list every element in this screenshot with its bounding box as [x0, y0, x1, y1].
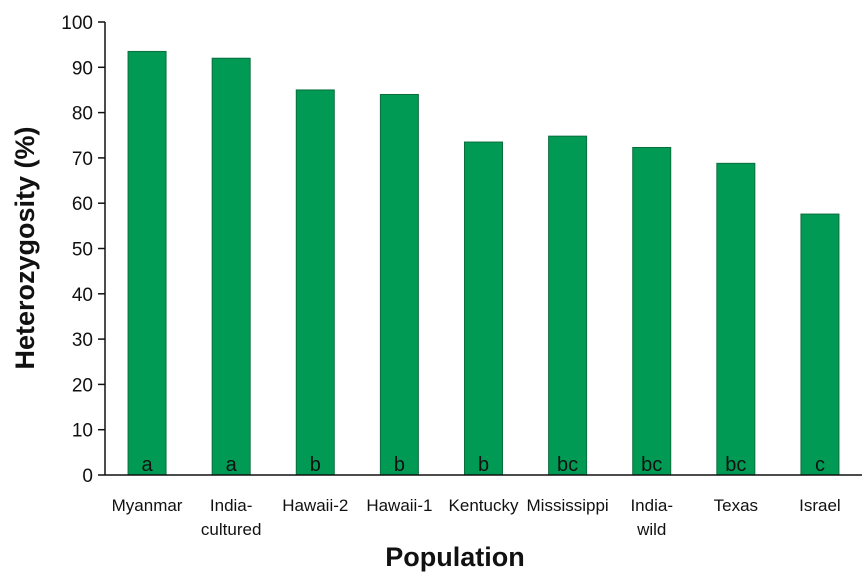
bar — [800, 213, 840, 476]
x-tick-label: Kentucky — [449, 496, 519, 515]
bar-group-letter: bc — [641, 454, 662, 476]
bar — [295, 89, 335, 476]
y-tick-label: 90 — [72, 58, 93, 79]
x-tick-label: Israel — [799, 496, 841, 515]
x-tick-label: Hawaii-1 — [366, 496, 432, 515]
y-tick-label: 40 — [72, 285, 93, 306]
bar — [379, 93, 419, 476]
x-axis-title: Population — [385, 542, 524, 572]
bar-group-letter: b — [394, 454, 405, 476]
y-tick-label: 50 — [72, 240, 93, 261]
bar-group-letter: b — [478, 454, 489, 476]
y-tick-label: 20 — [72, 375, 93, 396]
x-tick-label: Myanmar — [112, 496, 183, 515]
y-tick-label: 80 — [72, 104, 93, 125]
y-tick-label: 0 — [82, 466, 93, 487]
x-axis: Myanmar India-cultured Hawaii-2 Hawaii-1 Ken… — [105, 474, 862, 539]
bar — [548, 135, 588, 476]
bar — [211, 57, 251, 476]
y-axis: 0 10 20 30 40 50 60 70 80 90 100 — [61, 13, 106, 487]
bar-group-letter: bc — [725, 454, 746, 476]
bar — [632, 146, 672, 476]
bar-group-letter: a — [141, 454, 153, 476]
x-tick-label: India-cultured — [201, 496, 261, 539]
y-tick-label: 10 — [72, 421, 93, 442]
x-tick-label: Mississippi — [527, 496, 609, 515]
x-tick-label: Texas — [714, 496, 758, 515]
bar — [716, 162, 756, 476]
y-tick-label: 60 — [72, 194, 93, 215]
y-axis-title: Heterozygosity (%) — [10, 126, 40, 369]
x-tick-label: Hawaii-2 — [282, 496, 348, 515]
y-tick-label: 30 — [72, 330, 93, 351]
bar — [127, 50, 167, 476]
bar-group-letter: bc — [557, 454, 578, 476]
bars: a a b b b bc bc bc c — [127, 50, 840, 476]
bar-group-letter: c — [815, 454, 825, 476]
y-tick-label: 70 — [72, 149, 93, 170]
bar — [464, 141, 503, 476]
bar-group-letter: a — [226, 454, 238, 476]
bar-group-letter: b — [310, 454, 321, 476]
x-tick-label: India-wild — [630, 496, 673, 539]
y-tick-label: 100 — [61, 13, 93, 34]
